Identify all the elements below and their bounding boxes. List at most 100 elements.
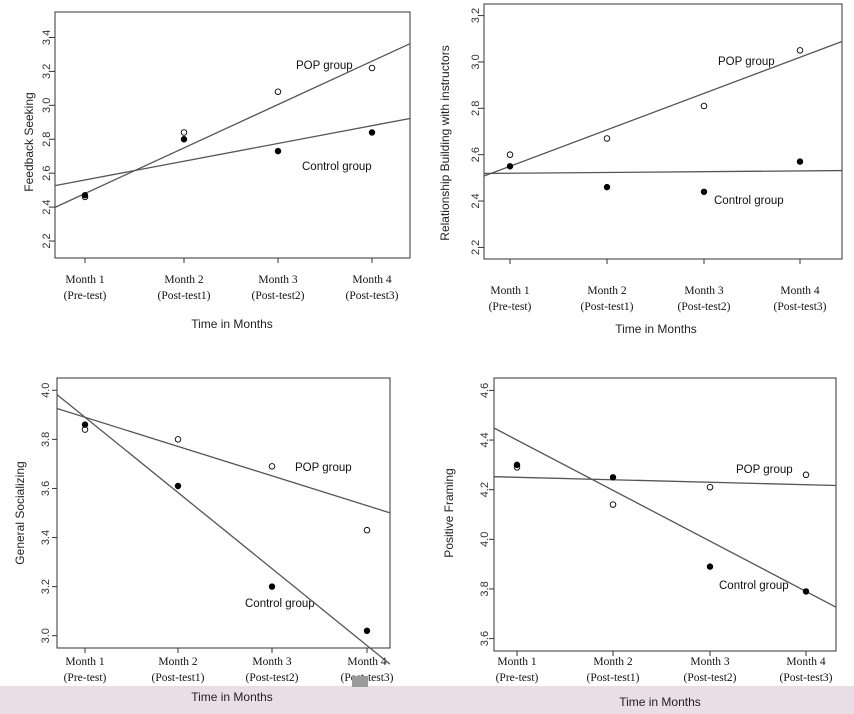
control-data-point <box>802 588 810 595</box>
control-data-point <box>268 583 276 590</box>
y-tick-label: 3.6 <box>479 631 491 646</box>
plot-frame <box>493 377 837 652</box>
plot-frame <box>483 3 843 260</box>
plot-frame <box>54 11 411 259</box>
control-data-point <box>363 627 371 635</box>
x-tick-label: Month 4 <box>347 656 387 668</box>
x-tick-label: Month 4 <box>780 285 820 297</box>
x-tick-label: Month 3 <box>690 656 730 668</box>
chart-positive-framing: Positive Framing Time in Months POP grou… <box>442 377 837 709</box>
y-tick-label: 3.4 <box>41 30 53 45</box>
control-fit-line <box>493 427 837 608</box>
y-tick-label: 2.2 <box>41 233 53 248</box>
x-tick-sublabel: (Post-test1) <box>157 290 210 302</box>
pop-data-point <box>368 64 376 72</box>
control-data-point <box>700 188 708 195</box>
x-axis-title: Time in Months <box>615 322 697 336</box>
x-tick-sublabel: (Pre-test) <box>489 301 532 313</box>
y-tick-label: 2.4 <box>470 193 482 208</box>
x-tick-sublabel: (Post-test3) <box>779 672 832 684</box>
y-tick-label: 3.4 <box>40 530 52 545</box>
x-tick-label: Month 2 <box>587 285 627 297</box>
pop-data-point <box>796 47 804 54</box>
y-axis-title: Feedback Seeking <box>22 92 36 191</box>
x-tick-sublabel: (Post-test3) <box>345 290 398 302</box>
chart-general-socializing: General Socializing Time in Months POP g… <box>13 377 394 704</box>
y-tick-label: 4.6 <box>479 383 491 398</box>
x-tick-label: Month 4 <box>786 656 826 668</box>
x-axis-title: Time in Months <box>191 317 273 331</box>
pop-data-point <box>706 483 714 491</box>
control-group-label: Control group <box>719 580 789 592</box>
y-axis-title: Relationship Building with instructors <box>438 45 452 240</box>
y-tick-label: 3.0 <box>40 628 52 643</box>
y-axis-title: Positive Framing <box>442 468 456 557</box>
x-tick-sublabel: (Post-test2) <box>677 301 730 313</box>
x-tick-label: Month 1 <box>65 656 105 668</box>
x-tick-label: Month 3 <box>252 656 292 668</box>
bottom-band <box>0 686 854 714</box>
x-tick-label: Month 3 <box>258 274 298 286</box>
control-data-point <box>180 136 188 143</box>
y-tick-label: 2.2 <box>470 240 482 255</box>
control-data-point <box>796 158 804 165</box>
control-data-point <box>609 474 617 481</box>
x-tick-sublabel: (Pre-test) <box>496 672 539 684</box>
control-data-point <box>513 461 521 469</box>
y-tick-label: 3.8 <box>40 432 52 447</box>
pop-data-point <box>363 526 371 534</box>
y-tick-label: 3.0 <box>470 54 482 69</box>
x-tick-label: Month 1 <box>65 274 105 286</box>
control-data-point <box>81 192 89 199</box>
y-tick-label: 4.0 <box>479 532 491 547</box>
y-tick-label: 3.2 <box>470 8 482 23</box>
control-group-label: Control group <box>714 195 784 207</box>
x-tick-sublabel: (Post-test2) <box>251 290 304 302</box>
pop-group-label: POP group <box>736 464 793 476</box>
control-fit-line <box>56 394 391 665</box>
control-data-point <box>368 129 376 136</box>
x-tick-sublabel: (Post-test1) <box>151 672 204 684</box>
x-tick-sublabel: (Post-test1) <box>586 672 639 684</box>
y-tick-label: 2.6 <box>470 147 482 162</box>
x-tick-label: Month 1 <box>490 285 530 297</box>
pop-group-label: POP group <box>296 60 353 72</box>
pop-data-point <box>700 102 708 110</box>
pop-group-label: POP group <box>718 56 775 68</box>
control-group-label: Control group <box>245 598 315 610</box>
control-fit-line <box>483 169 843 175</box>
x-tick-label: Month 2 <box>164 274 204 286</box>
control-data-point <box>174 482 182 490</box>
pop-fit-line <box>56 407 391 514</box>
chart-relationship-building: Relationship Building with instructors T… <box>438 3 843 336</box>
smudge-artifact <box>352 676 368 687</box>
pop-fit-line <box>483 40 843 177</box>
x-tick-sublabel: (Post-test2) <box>245 672 298 684</box>
x-tick-sublabel: (Post-test1) <box>580 301 633 313</box>
control-group-label: Control group <box>302 161 372 173</box>
control-data-point <box>506 163 514 170</box>
plot-frame <box>56 377 391 649</box>
y-tick-label: 3.8 <box>479 581 491 596</box>
x-tick-sublabel: (Post-test3) <box>773 301 826 313</box>
pop-data-point <box>506 151 514 158</box>
pop-data-point <box>174 436 182 443</box>
pop-group-label: POP group <box>295 462 352 474</box>
y-tick-label: 4.4 <box>479 432 491 447</box>
pop-data-point <box>603 135 611 142</box>
x-axis-title: Time in Months <box>191 690 273 704</box>
y-tick-label: 3.0 <box>41 98 53 113</box>
x-tick-label: Month 1 <box>497 656 537 668</box>
pop-fit-line <box>493 476 837 487</box>
x-tick-label: Month 2 <box>593 656 633 668</box>
x-tick-sublabel: (Pre-test) <box>64 672 107 684</box>
control-data-point <box>706 563 714 570</box>
y-tick-label: 2.8 <box>470 101 482 116</box>
control-data-point <box>81 421 89 428</box>
x-tick-label: Month 2 <box>158 656 198 668</box>
y-tick-label: 2.6 <box>41 166 53 181</box>
control-fit-line <box>54 117 411 187</box>
y-tick-label: 2.8 <box>41 132 53 147</box>
y-axis-title: General Socializing <box>13 461 27 564</box>
pop-data-point <box>609 501 617 508</box>
